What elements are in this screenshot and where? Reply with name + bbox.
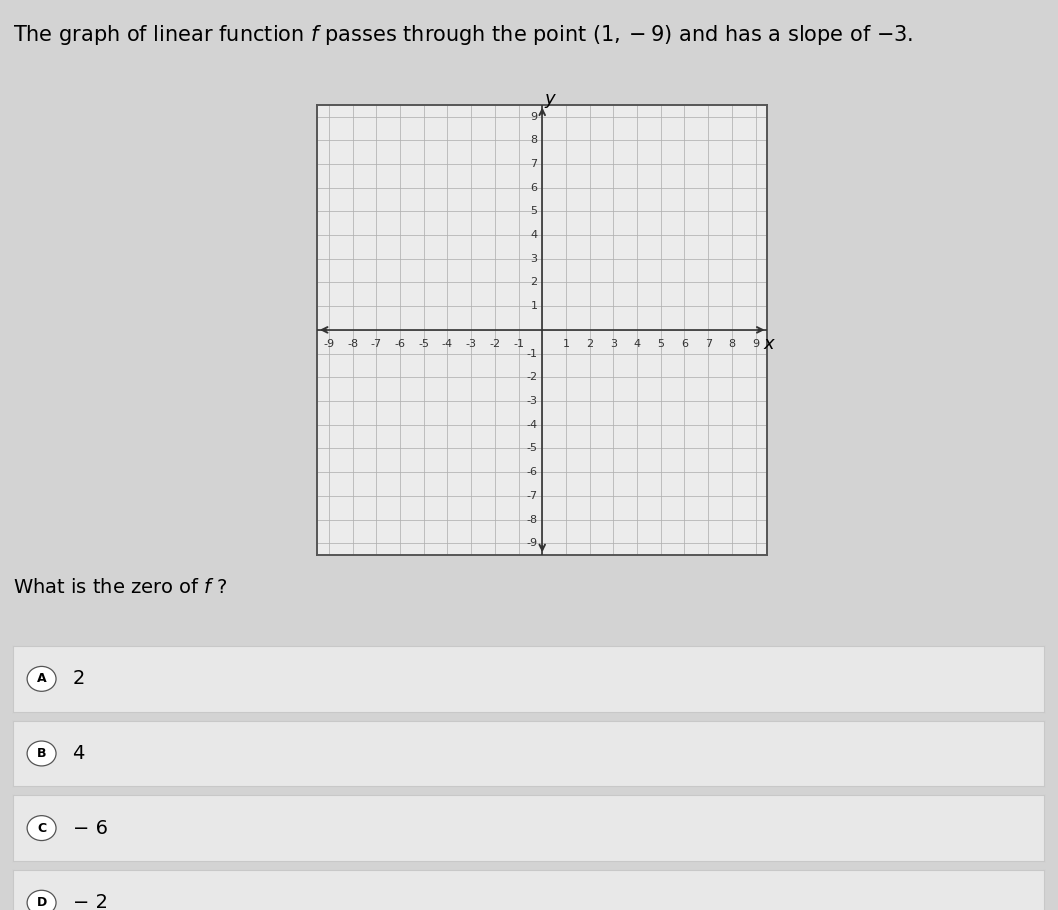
Text: 5: 5	[530, 207, 537, 217]
Ellipse shape	[28, 666, 56, 692]
Text: 3: 3	[530, 254, 537, 264]
Text: -6: -6	[527, 467, 537, 477]
Text: -2: -2	[527, 372, 537, 382]
Text: 7: 7	[705, 339, 712, 349]
Text: 4: 4	[634, 339, 641, 349]
Text: -7: -7	[370, 339, 382, 349]
Text: -5: -5	[527, 443, 537, 453]
Text: 6: 6	[530, 183, 537, 193]
Text: -4: -4	[527, 420, 537, 430]
Text: D: D	[36, 896, 47, 909]
Text: -6: -6	[395, 339, 405, 349]
Text: -4: -4	[442, 339, 453, 349]
Text: 8: 8	[728, 339, 735, 349]
Text: $x$: $x$	[763, 335, 777, 353]
Text: 3: 3	[609, 339, 617, 349]
Text: 4: 4	[73, 744, 85, 763]
Text: 4: 4	[530, 230, 537, 240]
Text: -7: -7	[527, 490, 537, 500]
Text: − 6: − 6	[73, 819, 108, 837]
Text: -1: -1	[527, 349, 537, 359]
Text: 5: 5	[657, 339, 664, 349]
Text: 9: 9	[752, 339, 760, 349]
Ellipse shape	[28, 741, 56, 766]
Text: -8: -8	[527, 514, 537, 524]
Text: -5: -5	[418, 339, 430, 349]
Text: 2: 2	[530, 278, 537, 288]
Text: A: A	[37, 672, 47, 685]
Text: 8: 8	[530, 136, 537, 146]
Text: -1: -1	[513, 339, 524, 349]
Text: $y$: $y$	[544, 92, 558, 110]
Text: 7: 7	[530, 159, 537, 169]
Text: 2: 2	[586, 339, 594, 349]
Text: − 2: − 2	[73, 894, 108, 910]
Text: 2: 2	[73, 670, 85, 688]
Text: -9: -9	[324, 339, 334, 349]
Text: -3: -3	[527, 396, 537, 406]
Text: -3: -3	[466, 339, 476, 349]
Text: B: B	[37, 747, 47, 760]
Text: 1: 1	[530, 301, 537, 311]
Text: 9: 9	[530, 112, 537, 122]
Text: -9: -9	[527, 538, 537, 548]
Text: What is the zero of $f$ ?: What is the zero of $f$ ?	[13, 578, 227, 597]
Text: 6: 6	[681, 339, 688, 349]
Ellipse shape	[28, 815, 56, 841]
Text: -2: -2	[489, 339, 500, 349]
Text: The graph of linear function $f$ passes through the point $(1, -9)$ and has a sl: The graph of linear function $f$ passes …	[13, 23, 913, 46]
Text: 1: 1	[563, 339, 569, 349]
Text: -8: -8	[347, 339, 358, 349]
Ellipse shape	[28, 890, 56, 910]
Text: C: C	[37, 822, 47, 834]
